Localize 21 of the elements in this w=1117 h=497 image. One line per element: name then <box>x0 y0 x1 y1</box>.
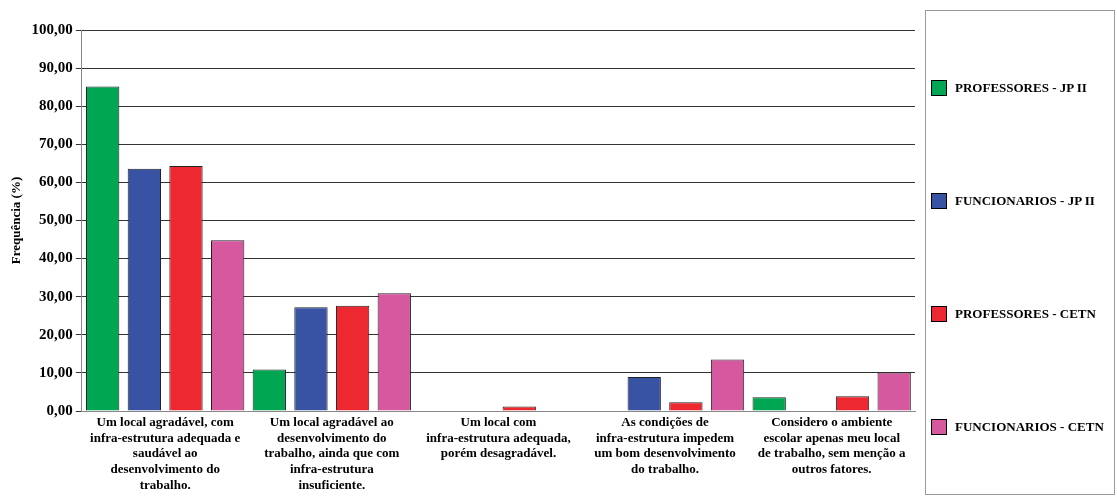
y-tick-label: 50,00 <box>39 211 73 228</box>
legend-label: FUNCIONARIOS - JP II <box>955 192 1095 209</box>
legend-label: PROFESSORES - CETN <box>955 306 1096 323</box>
x-tick-label: Um local agradável ao desenvolvimento do trabalho, ainda que com infra-estrutura insuficiente. <box>264 414 400 492</box>
legend-label: PROFESSORES - JP II <box>955 79 1087 96</box>
y-tick-label: 10,00 <box>39 363 73 380</box>
y-tick-label: 40,00 <box>39 249 73 266</box>
y-tick-label: 20,00 <box>39 325 73 342</box>
legend-label: FUNCIONARIOS - CETN <box>955 419 1104 436</box>
x-tick-label: Considero o ambiente escolar apenas meu local de trabalho, sem menção a outros fatores. <box>757 414 907 476</box>
y-tick-label: 0,00 <box>46 401 73 418</box>
x-tick-label: Um local com infra-estrutura adequada, porém desagradável. <box>426 414 571 461</box>
y-tick-label: 30,00 <box>39 287 73 304</box>
y-tick-label: 90,00 <box>39 58 73 75</box>
y-tick-label: 80,00 <box>39 97 73 114</box>
y-axis-title: Frequência (%) <box>8 176 24 265</box>
y-tick-label: 60,00 <box>39 173 73 190</box>
y-tick-label: 100,00 <box>31 20 73 37</box>
x-tick-label: As condições de infra-estrutura impedem um bom desenvolvimento do trabalho. <box>594 414 736 476</box>
y-tick-label: 70,00 <box>39 135 73 152</box>
x-tick-label: Um local agradável, com infra-estrutura adequada e saudável ao desenvolvimento do trabalho. <box>90 414 241 492</box>
